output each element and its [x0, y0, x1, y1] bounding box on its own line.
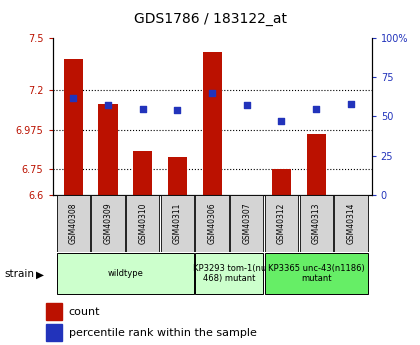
Bar [161, 195, 194, 252]
Bar [92, 195, 125, 252]
Bar [46, 324, 62, 342]
Text: GSM40307: GSM40307 [242, 203, 251, 244]
Bar [299, 195, 333, 252]
Point [278, 118, 285, 124]
Bar [195, 195, 229, 252]
Text: GSM40306: GSM40306 [207, 203, 217, 244]
Bar [334, 195, 368, 252]
Bar [133, 151, 152, 195]
Point [209, 90, 215, 96]
Bar [230, 195, 263, 252]
Text: GSM40313: GSM40313 [312, 203, 321, 244]
Text: GSM40311: GSM40311 [173, 203, 182, 244]
Bar [265, 195, 298, 252]
Point [347, 101, 354, 107]
Text: KP3293 tom-1(nu
468) mutant: KP3293 tom-1(nu 468) mutant [193, 264, 266, 283]
Text: KP3365 unc-43(n1186)
mutant: KP3365 unc-43(n1186) mutant [268, 264, 365, 283]
Point [174, 107, 181, 113]
Point [313, 106, 320, 111]
Bar [202, 52, 222, 195]
Point [70, 95, 77, 100]
Point [139, 106, 146, 111]
Bar [46, 303, 62, 320]
Text: GSM40308: GSM40308 [69, 203, 78, 244]
Text: ▶: ▶ [36, 269, 44, 279]
Bar [57, 253, 194, 294]
Bar [195, 253, 263, 294]
Text: count: count [69, 307, 100, 317]
Text: GSM40310: GSM40310 [138, 203, 147, 244]
Bar [64, 59, 83, 195]
Text: GSM40312: GSM40312 [277, 203, 286, 244]
Text: GDS1786 / 183122_at: GDS1786 / 183122_at [134, 12, 286, 26]
Point [244, 103, 250, 108]
Point [105, 103, 111, 108]
Text: wildtype: wildtype [108, 269, 143, 278]
Bar [57, 195, 90, 252]
Text: percentile rank within the sample: percentile rank within the sample [69, 328, 257, 338]
Text: GSM40314: GSM40314 [346, 203, 355, 244]
Text: strain: strain [4, 269, 34, 279]
Bar [272, 169, 291, 195]
Bar [265, 253, 368, 294]
Bar [307, 134, 326, 195]
Bar [126, 195, 159, 252]
Bar [168, 157, 187, 195]
Bar [98, 104, 118, 195]
Text: GSM40309: GSM40309 [103, 203, 113, 244]
